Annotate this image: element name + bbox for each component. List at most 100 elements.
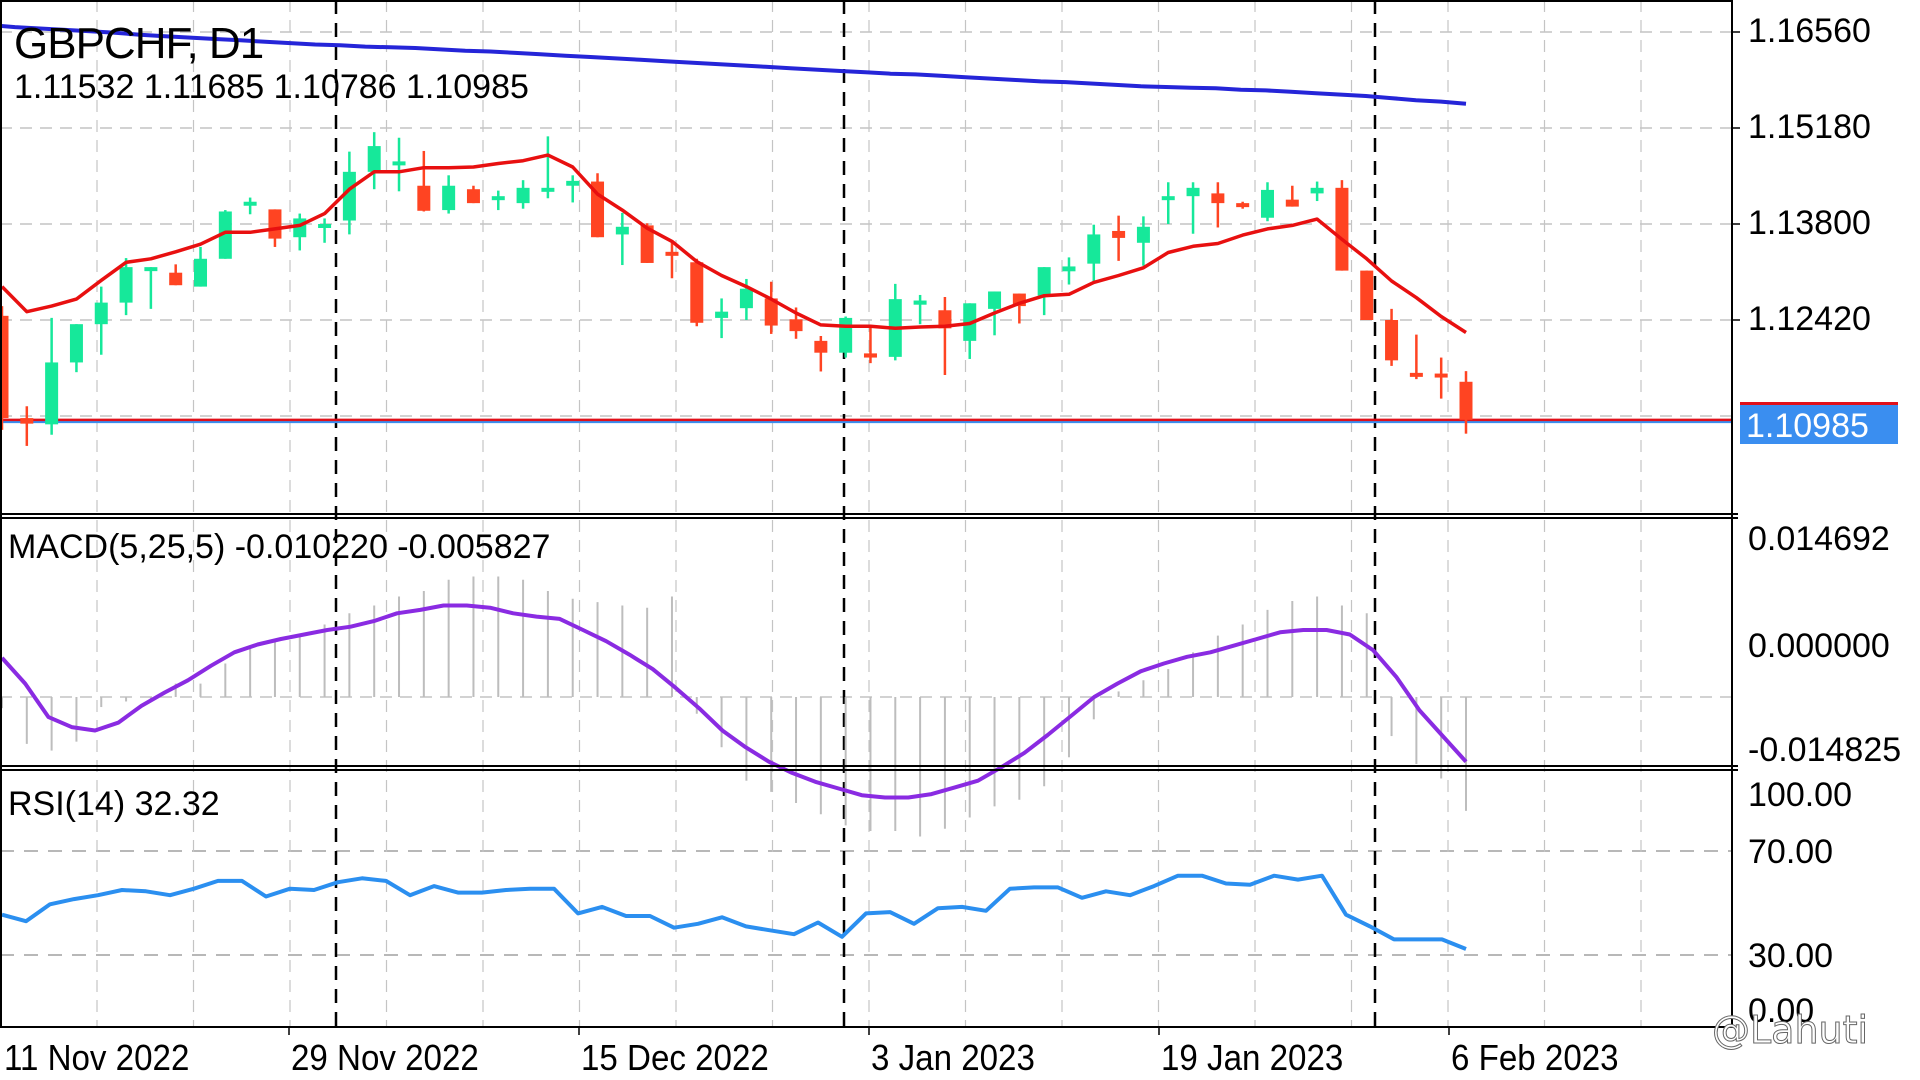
date-label: 3 Jan 2023 [871, 1037, 1035, 1078]
macd-axis-label: -0.014825 [1748, 731, 1902, 769]
candle-body [541, 187, 555, 192]
candle[interactable] [1360, 270, 1374, 320]
candle[interactable] [1459, 371, 1473, 434]
candle-body [839, 317, 853, 353]
candle[interactable] [218, 210, 232, 259]
candle[interactable] [1136, 216, 1150, 266]
candle-body [392, 161, 406, 166]
candle[interactable] [318, 218, 332, 243]
candle[interactable] [1385, 308, 1399, 366]
candle[interactable] [20, 406, 34, 446]
candle[interactable] [243, 197, 257, 215]
candle-body [0, 315, 9, 419]
candle[interactable] [1012, 293, 1026, 324]
candle[interactable] [715, 298, 729, 339]
candle[interactable] [591, 173, 605, 238]
candle[interactable] [144, 267, 158, 309]
candle[interactable] [1161, 182, 1175, 224]
candle[interactable] [863, 325, 877, 364]
candle[interactable] [417, 150, 431, 212]
candle[interactable] [342, 151, 356, 235]
candle[interactable] [888, 283, 902, 361]
candle[interactable] [615, 212, 629, 266]
candle[interactable] [442, 175, 456, 214]
candle[interactable] [392, 137, 406, 192]
candle-body [417, 185, 431, 211]
candle-body [739, 288, 753, 309]
candle[interactable] [938, 297, 952, 375]
candle[interactable] [839, 316, 853, 358]
candle-body [1236, 203, 1250, 208]
candle[interactable] [566, 175, 580, 203]
candle-body [1062, 266, 1076, 272]
candle-body [367, 146, 381, 172]
ma-slow-line [0, 23, 1467, 106]
candle-body [1310, 187, 1324, 194]
price-pane[interactable] [0, 23, 1732, 446]
candle[interactable] [367, 132, 381, 190]
candle[interactable] [1285, 185, 1299, 207]
candle[interactable] [690, 258, 704, 327]
candle[interactable] [293, 213, 307, 251]
rsi-label: RSI(14) 32.32 [8, 785, 220, 823]
candle-body [615, 226, 629, 235]
candle-body [1434, 373, 1448, 378]
ma-fast-line [0, 153, 1467, 334]
candle[interactable] [466, 185, 480, 204]
candle-body [913, 300, 927, 305]
candle[interactable] [665, 241, 679, 279]
rsi-pane[interactable] [1, 873, 1467, 951]
candle[interactable] [1087, 224, 1101, 284]
candle[interactable] [516, 180, 530, 209]
candle-body [1409, 372, 1423, 377]
candle-body [491, 196, 505, 201]
candle-body [938, 310, 952, 329]
candle[interactable] [1236, 201, 1250, 209]
candle[interactable] [1211, 182, 1225, 228]
candle[interactable] [1409, 334, 1423, 380]
candle-body [988, 291, 1002, 309]
candle-body [218, 211, 232, 259]
candle[interactable] [94, 286, 108, 355]
candle[interactable] [764, 281, 778, 334]
rsi-axis-label: 70.00 [1748, 833, 1834, 871]
candle-body [863, 353, 877, 358]
candle-body [20, 418, 34, 424]
candle[interactable] [1062, 257, 1076, 285]
candle[interactable] [1434, 357, 1448, 399]
candle-body [1112, 230, 1126, 238]
candle-body [45, 362, 59, 425]
watermark: @Lahuti [1711, 1008, 1869, 1053]
candle-body [566, 180, 580, 186]
candle[interactable] [45, 317, 59, 435]
candle[interactable] [1335, 180, 1349, 271]
candle-body [442, 185, 456, 211]
candle-body [1087, 234, 1101, 264]
candle[interactable] [194, 246, 208, 287]
candle[interactable] [1112, 215, 1126, 261]
candle-body [169, 272, 183, 286]
candle-body [318, 224, 332, 228]
candle-body [789, 319, 803, 332]
candle-body [1211, 193, 1225, 204]
candle[interactable] [1260, 182, 1274, 222]
candle[interactable] [1310, 181, 1324, 202]
candle[interactable] [814, 336, 828, 372]
candle[interactable] [1186, 182, 1200, 234]
candle[interactable] [1037, 267, 1051, 316]
candle-body [640, 225, 654, 263]
candle-body [94, 302, 108, 325]
price-axis-label: 1.13800 [1748, 204, 1871, 242]
candle[interactable] [169, 264, 183, 286]
candle[interactable] [69, 324, 83, 373]
macd-signal-line [0, 603, 1468, 800]
candle[interactable] [491, 190, 505, 211]
candle[interactable] [541, 136, 555, 199]
candle[interactable] [119, 258, 133, 316]
candle[interactable] [913, 294, 927, 325]
macd-pane[interactable] [0, 576, 1468, 837]
date-label: 19 Jan 2023 [1161, 1037, 1344, 1078]
current-price-tag: 1.10985 [1740, 402, 1898, 445]
rsi-axis-label: 0.00 [1748, 992, 1815, 1030]
